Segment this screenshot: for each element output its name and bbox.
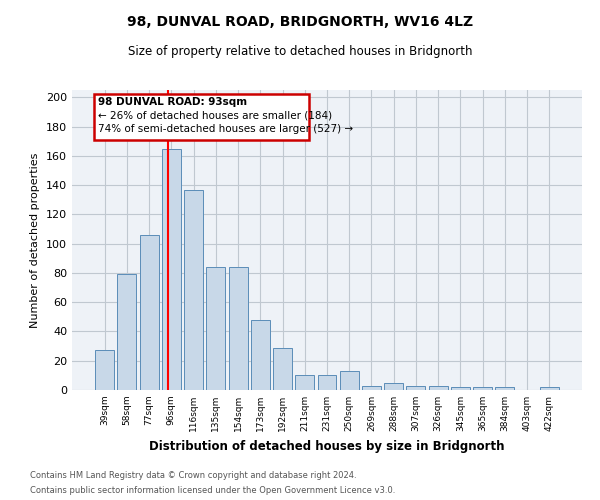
Text: ← 26% of detached houses are smaller (184): ← 26% of detached houses are smaller (18… — [98, 110, 332, 120]
Bar — [340, 371, 359, 390]
Bar — [540, 387, 559, 390]
Bar — [162, 148, 181, 390]
Text: 98 DUNVAL ROAD: 93sqm: 98 DUNVAL ROAD: 93sqm — [98, 98, 247, 108]
Text: 74% of semi-detached houses are larger (527) →: 74% of semi-detached houses are larger (… — [98, 124, 353, 134]
Bar — [229, 267, 248, 390]
Bar — [184, 190, 203, 390]
Text: Contains HM Land Registry data © Crown copyright and database right 2024.: Contains HM Land Registry data © Crown c… — [30, 471, 356, 480]
Bar — [118, 274, 136, 390]
Bar — [429, 386, 448, 390]
FancyBboxPatch shape — [94, 94, 309, 140]
Bar — [273, 348, 292, 390]
Bar — [473, 387, 492, 390]
Bar — [384, 382, 403, 390]
Bar — [140, 235, 158, 390]
Bar — [362, 386, 381, 390]
Text: 98, DUNVAL ROAD, BRIDGNORTH, WV16 4LZ: 98, DUNVAL ROAD, BRIDGNORTH, WV16 4LZ — [127, 15, 473, 29]
Bar — [206, 267, 225, 390]
Bar — [406, 386, 425, 390]
Bar — [496, 387, 514, 390]
X-axis label: Distribution of detached houses by size in Bridgnorth: Distribution of detached houses by size … — [149, 440, 505, 452]
Bar — [295, 376, 314, 390]
Bar — [251, 320, 270, 390]
Bar — [451, 387, 470, 390]
Text: Contains public sector information licensed under the Open Government Licence v3: Contains public sector information licen… — [30, 486, 395, 495]
Text: Size of property relative to detached houses in Bridgnorth: Size of property relative to detached ho… — [128, 45, 472, 58]
Bar — [95, 350, 114, 390]
Bar — [317, 376, 337, 390]
Y-axis label: Number of detached properties: Number of detached properties — [31, 152, 40, 328]
